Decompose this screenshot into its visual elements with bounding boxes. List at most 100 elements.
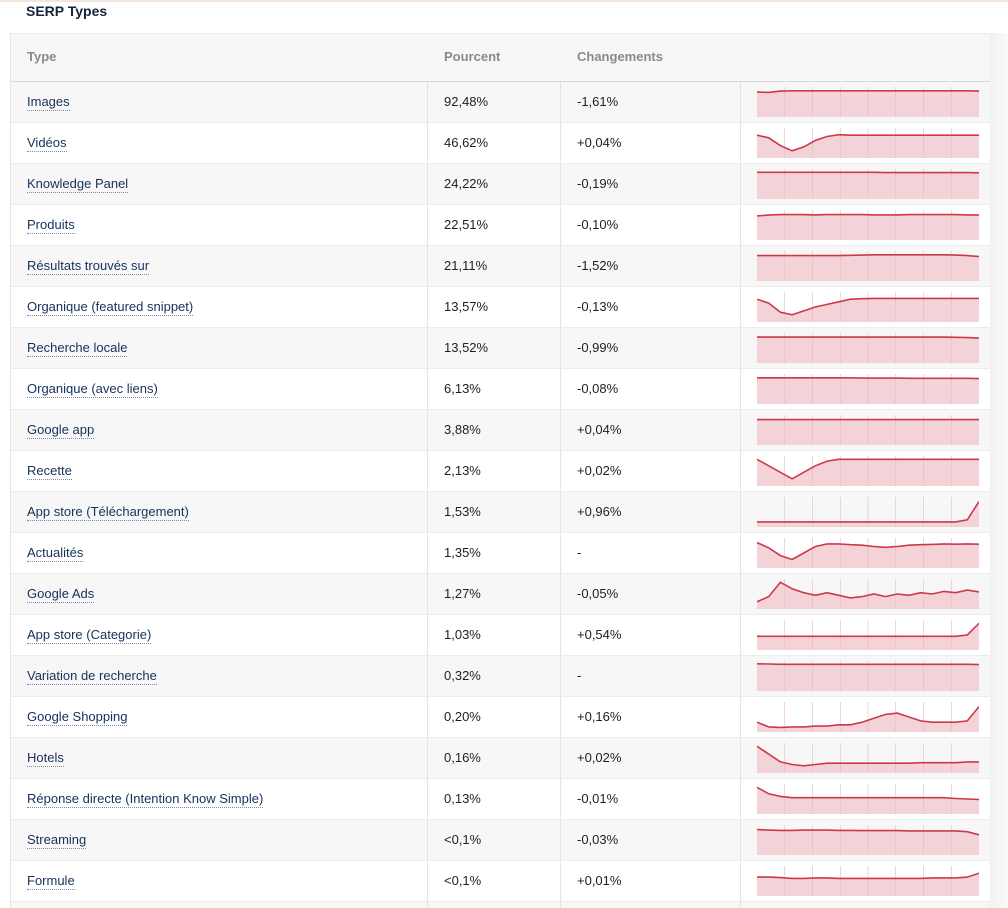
serp-type-link[interactable]: Organique (avec liens) (27, 381, 158, 398)
serp-type-link[interactable]: Images (27, 94, 70, 111)
serp-type-link[interactable]: Produits (27, 217, 75, 234)
serp-type-link[interactable]: Résultats trouvés sur (27, 258, 150, 275)
column-divider (427, 328, 428, 368)
sparkline-line (757, 828, 979, 836)
table-row: Actualités 1,35% - (11, 533, 991, 574)
serp-type-link[interactable]: Knowledge Panel (27, 176, 129, 193)
column-divider (740, 164, 741, 204)
table-row: Vidéos 46,62% +0,04% (11, 123, 991, 164)
percent-cell: 22,51% (444, 217, 489, 232)
type-cell: Produits (27, 205, 75, 245)
header-percent[interactable]: Pourcent (444, 49, 501, 64)
percent-cell: 21,11% (444, 258, 488, 273)
trend-sparkline (757, 251, 979, 281)
percent-cell: 1,27% (444, 586, 481, 601)
serp-type-link[interactable]: Vidéos (27, 135, 67, 152)
type-cell: Hotels (27, 738, 64, 778)
trend-sparkline (757, 743, 979, 773)
column-divider (740, 492, 741, 532)
trend-sparkline (757, 128, 979, 158)
serp-type-link[interactable]: Recherche locale (27, 340, 128, 357)
column-divider (427, 410, 428, 450)
column-divider (560, 328, 561, 368)
column-divider (560, 410, 561, 450)
table-row: Produits 22,51% -0,10% (11, 205, 991, 246)
trend-sparkline (757, 825, 979, 855)
type-cell: Images (27, 82, 70, 122)
column-divider (740, 451, 741, 491)
column-divider (427, 738, 428, 778)
serp-type-link[interactable]: Google app (27, 422, 95, 439)
column-divider (427, 287, 428, 327)
change-cell: +0,16% (577, 709, 622, 724)
table-row: Streaming <0,1% -0,03% (11, 820, 991, 861)
change-cell: -0,19% (577, 176, 619, 191)
column-divider (740, 820, 741, 860)
percent-cell: 6,13% (444, 381, 481, 396)
type-cell: App store (Categorie) (27, 615, 152, 655)
column-divider (560, 369, 561, 409)
column-divider (560, 246, 561, 286)
serp-type-link[interactable]: Actualités (27, 545, 84, 562)
type-cell: Actualités (27, 533, 84, 573)
serp-type-link[interactable]: Streaming (27, 832, 87, 849)
column-divider (427, 697, 428, 737)
trend-sparkline (757, 415, 979, 445)
section-title: SERP Types (26, 3, 108, 19)
serp-type-link[interactable]: Google Shopping (27, 709, 128, 726)
change-cell: -0,13% (577, 299, 619, 314)
change-cell: - (577, 668, 582, 683)
percent-cell: 3,88% (444, 422, 481, 437)
serp-type-link[interactable]: Variation de recherche (27, 668, 157, 685)
column-divider (740, 328, 741, 368)
table-row: Images 92,48% -1,61% (11, 82, 991, 123)
trend-sparkline (757, 292, 979, 322)
serp-type-link[interactable]: App store (Téléchargement) (27, 504, 189, 521)
serp-type-link[interactable]: Recette (27, 463, 72, 480)
type-cell: Recette (27, 451, 72, 491)
type-cell: Réponse directe (Intention Know Simple) (27, 779, 264, 819)
serp-type-link[interactable]: Réponse directe (Intention Know Simple) (27, 791, 264, 808)
serp-type-link[interactable]: App store (Categorie) (27, 627, 152, 644)
serp-type-link[interactable]: Organique (featured snippet) (27, 299, 194, 316)
column-divider (560, 615, 561, 655)
change-cell: +0,96% (577, 504, 622, 519)
serp-type-link[interactable]: Google Ads (27, 586, 95, 603)
percent-cell: 0,16% (444, 750, 481, 765)
percent-cell: 24,22% (444, 176, 489, 191)
table-row: Réponse directe (Intention Know Simple) 0… (11, 779, 991, 820)
column-divider (740, 779, 741, 819)
percent-cell: <0,1% (444, 832, 482, 847)
column-divider (427, 902, 428, 908)
type-cell: Knowledge Panel (27, 164, 129, 204)
table-row: Google Scholar <0,1% +0,01% (11, 902, 991, 908)
sparkline-line (757, 297, 979, 316)
column-divider (740, 615, 741, 655)
serp-type-link[interactable]: Hotels (27, 750, 64, 767)
change-cell: - (577, 545, 582, 560)
column-divider (740, 123, 741, 163)
column-divider (427, 205, 428, 245)
header-type[interactable]: Type (27, 49, 57, 64)
column-divider (427, 492, 428, 532)
table-row: Variation de recherche 0,32% - (11, 656, 991, 697)
column-divider (560, 574, 561, 614)
trend-sparkline (757, 579, 979, 609)
table-row: Hotels 0,16% +0,02% (11, 738, 991, 779)
column-divider (427, 574, 428, 614)
column-divider (560, 861, 561, 901)
change-cell: +0,04% (577, 135, 622, 150)
trend-sparkline (757, 784, 979, 814)
table-header: Type Pourcent Changements (11, 33, 991, 82)
column-divider (427, 656, 428, 696)
table-row: Organique (avec liens) 6,13% -0,08% (11, 369, 991, 410)
percent-cell: <0,1% (444, 902, 481, 908)
header-changes[interactable]: Changements (577, 49, 663, 64)
serp-type-link[interactable]: Formule (27, 873, 75, 890)
trend-sparkline (757, 661, 979, 691)
column-divider (740, 861, 741, 901)
change-cell: -1,61% (577, 94, 619, 109)
trend-sparkline (757, 497, 979, 527)
column-divider (740, 246, 741, 286)
percent-cell: 0,32% (444, 668, 481, 683)
